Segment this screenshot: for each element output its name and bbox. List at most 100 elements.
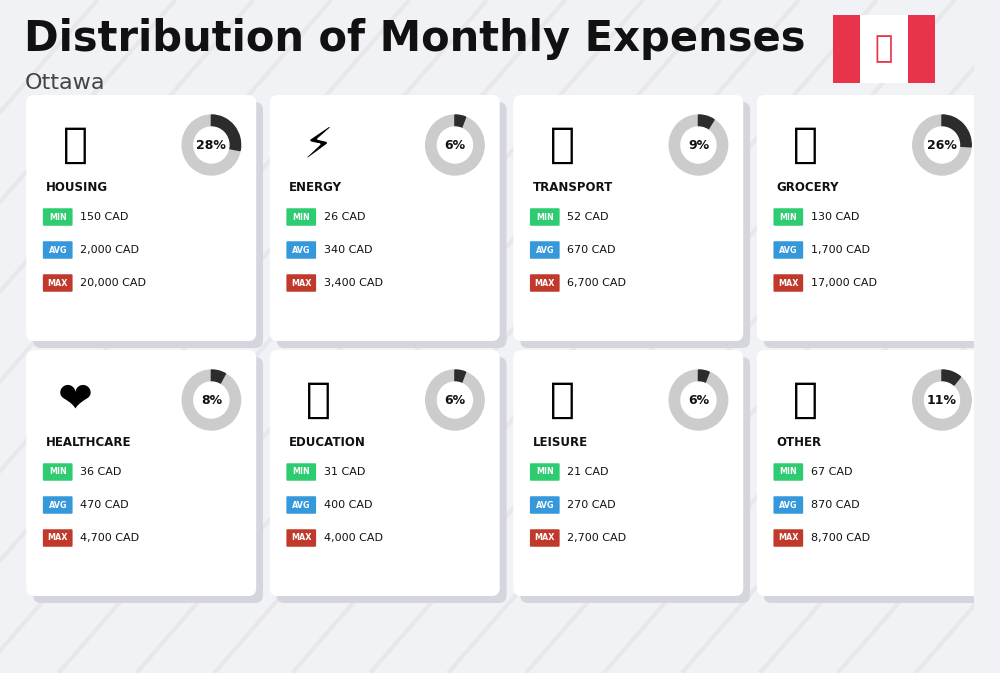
- Text: 870 CAD: 870 CAD: [811, 500, 860, 510]
- Text: 2,000 CAD: 2,000 CAD: [80, 245, 139, 255]
- FancyBboxPatch shape: [530, 496, 560, 513]
- Circle shape: [913, 115, 971, 175]
- Wedge shape: [455, 370, 466, 400]
- Text: AVG: AVG: [779, 501, 798, 509]
- FancyBboxPatch shape: [270, 350, 500, 596]
- Circle shape: [924, 382, 960, 418]
- FancyBboxPatch shape: [833, 15, 935, 83]
- Circle shape: [681, 127, 716, 163]
- Text: 20,000 CAD: 20,000 CAD: [80, 278, 146, 288]
- Text: 6%: 6%: [444, 394, 465, 406]
- Text: MAX: MAX: [535, 279, 555, 287]
- FancyBboxPatch shape: [530, 275, 560, 292]
- Text: HOUSING: HOUSING: [46, 180, 108, 194]
- Wedge shape: [211, 115, 241, 151]
- Text: AVG: AVG: [536, 246, 554, 254]
- Text: AVG: AVG: [292, 246, 310, 254]
- Text: MIN: MIN: [292, 468, 310, 476]
- Circle shape: [182, 370, 241, 430]
- Text: 36 CAD: 36 CAD: [80, 467, 122, 477]
- Text: 26%: 26%: [927, 139, 957, 151]
- Text: MIN: MIN: [779, 213, 797, 221]
- FancyBboxPatch shape: [530, 463, 560, 481]
- Text: ❤️: ❤️: [58, 379, 92, 421]
- FancyBboxPatch shape: [26, 95, 256, 341]
- Text: AVG: AVG: [292, 501, 310, 509]
- FancyBboxPatch shape: [530, 529, 560, 546]
- Text: 270 CAD: 270 CAD: [567, 500, 616, 510]
- Text: 4,700 CAD: 4,700 CAD: [80, 533, 139, 543]
- FancyBboxPatch shape: [43, 241, 73, 258]
- FancyBboxPatch shape: [773, 529, 803, 546]
- FancyBboxPatch shape: [43, 529, 73, 546]
- FancyBboxPatch shape: [757, 350, 987, 596]
- Circle shape: [913, 370, 971, 430]
- Text: MAX: MAX: [291, 534, 311, 542]
- Text: 8%: 8%: [201, 394, 222, 406]
- Text: 4,000 CAD: 4,000 CAD: [324, 533, 383, 543]
- Circle shape: [194, 127, 229, 163]
- Text: 6%: 6%: [688, 394, 709, 406]
- Text: MAX: MAX: [778, 534, 798, 542]
- FancyBboxPatch shape: [764, 357, 994, 603]
- Circle shape: [669, 370, 728, 430]
- FancyBboxPatch shape: [286, 529, 316, 546]
- Text: 2,700 CAD: 2,700 CAD: [567, 533, 627, 543]
- Text: OTHER: OTHER: [776, 435, 822, 448]
- FancyBboxPatch shape: [33, 357, 263, 603]
- Text: ⚡: ⚡: [304, 124, 333, 166]
- Circle shape: [924, 127, 960, 163]
- FancyBboxPatch shape: [270, 95, 500, 341]
- Text: 26 CAD: 26 CAD: [324, 212, 365, 222]
- Text: AVG: AVG: [536, 501, 554, 509]
- Text: AVG: AVG: [779, 246, 798, 254]
- Text: 67 CAD: 67 CAD: [811, 467, 852, 477]
- Text: 28%: 28%: [196, 139, 226, 151]
- FancyBboxPatch shape: [43, 275, 73, 292]
- FancyBboxPatch shape: [286, 208, 316, 225]
- Text: 130 CAD: 130 CAD: [811, 212, 859, 222]
- Wedge shape: [942, 370, 961, 400]
- Text: 🚌: 🚌: [550, 124, 575, 166]
- Wedge shape: [942, 115, 971, 147]
- FancyBboxPatch shape: [773, 275, 803, 292]
- Text: 3,400 CAD: 3,400 CAD: [324, 278, 383, 288]
- Circle shape: [669, 115, 728, 175]
- Text: GROCERY: GROCERY: [776, 180, 839, 194]
- Text: 21 CAD: 21 CAD: [567, 467, 609, 477]
- Wedge shape: [698, 115, 714, 145]
- Text: 150 CAD: 150 CAD: [80, 212, 129, 222]
- Text: MAX: MAX: [48, 279, 68, 287]
- FancyBboxPatch shape: [520, 357, 750, 603]
- Circle shape: [681, 382, 716, 418]
- Text: 670 CAD: 670 CAD: [567, 245, 616, 255]
- Text: 17,000 CAD: 17,000 CAD: [811, 278, 877, 288]
- FancyBboxPatch shape: [43, 208, 73, 225]
- FancyBboxPatch shape: [530, 241, 560, 258]
- Text: MAX: MAX: [535, 534, 555, 542]
- FancyBboxPatch shape: [286, 496, 316, 513]
- Text: 🏢: 🏢: [63, 124, 88, 166]
- Text: LEISURE: LEISURE: [533, 435, 588, 448]
- Text: 52 CAD: 52 CAD: [567, 212, 609, 222]
- Text: MIN: MIN: [779, 468, 797, 476]
- Text: ENERGY: ENERGY: [289, 180, 342, 194]
- FancyBboxPatch shape: [773, 463, 803, 481]
- FancyBboxPatch shape: [908, 15, 935, 83]
- Text: AVG: AVG: [48, 501, 67, 509]
- Text: TRANSPORT: TRANSPORT: [533, 180, 613, 194]
- Text: MIN: MIN: [292, 213, 310, 221]
- Text: Distribution of Monthly Expenses: Distribution of Monthly Expenses: [24, 18, 806, 60]
- Wedge shape: [455, 115, 466, 145]
- FancyBboxPatch shape: [520, 102, 750, 348]
- FancyBboxPatch shape: [286, 275, 316, 292]
- Text: HEALTHCARE: HEALTHCARE: [46, 435, 131, 448]
- Text: 31 CAD: 31 CAD: [324, 467, 365, 477]
- Text: Ottawa: Ottawa: [24, 73, 105, 93]
- FancyBboxPatch shape: [513, 95, 743, 341]
- FancyBboxPatch shape: [286, 463, 316, 481]
- Circle shape: [182, 115, 241, 175]
- FancyBboxPatch shape: [833, 15, 860, 83]
- FancyBboxPatch shape: [773, 241, 803, 258]
- Text: 400 CAD: 400 CAD: [324, 500, 372, 510]
